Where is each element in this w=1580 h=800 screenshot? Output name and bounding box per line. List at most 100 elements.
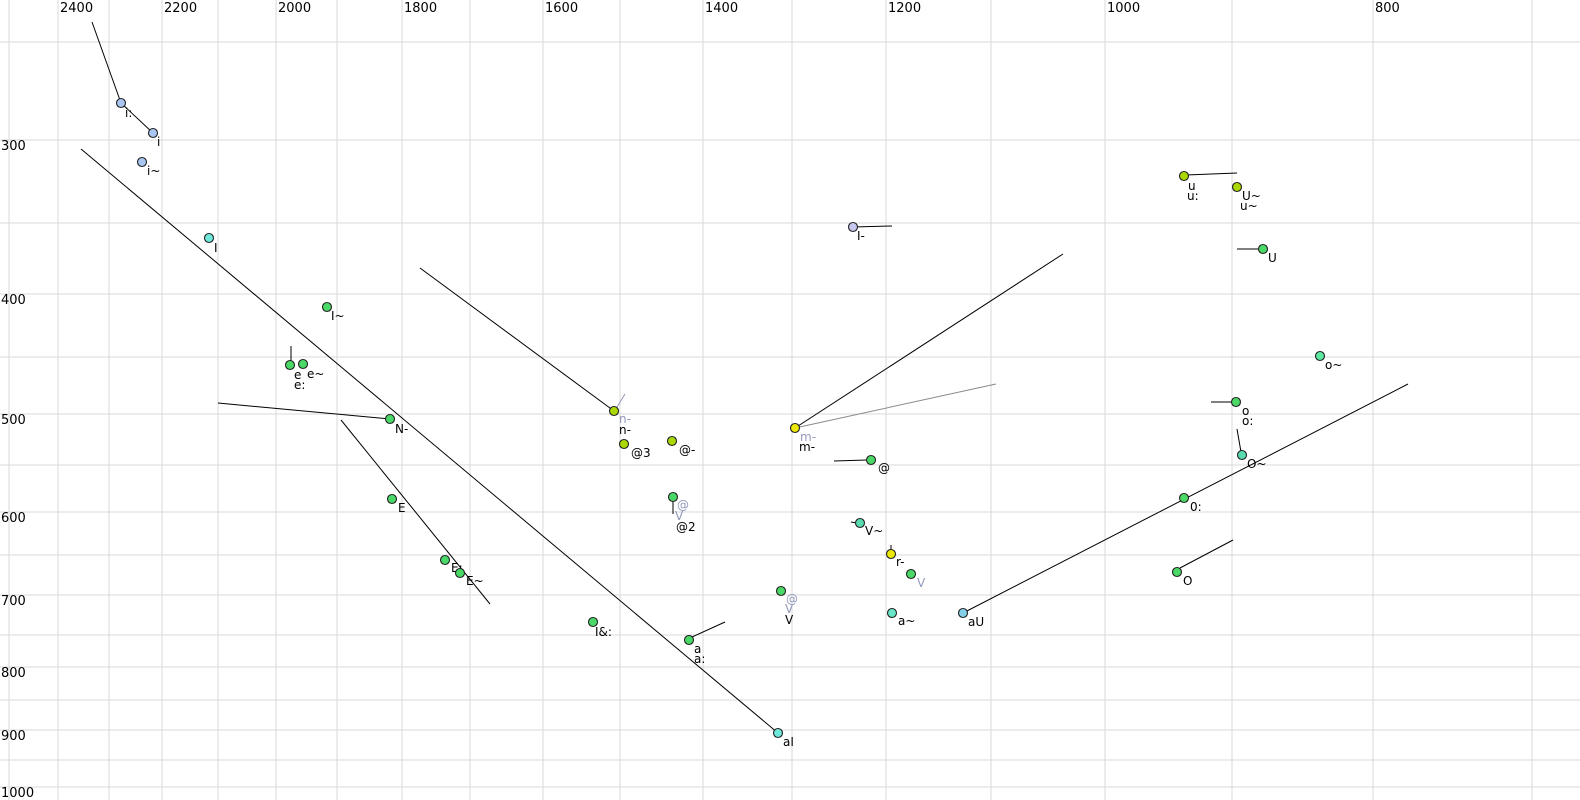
y-axis-tick-label: 300	[1, 139, 26, 154]
point-label-n-: n-	[619, 423, 631, 437]
point-label-V: V	[785, 602, 794, 616]
x-axis-tick-label: 1000	[1107, 1, 1140, 16]
data-point-aI	[772, 727, 784, 739]
point-label-E~: E~	[466, 574, 484, 588]
point-label-a:: a:	[694, 652, 705, 666]
data-point-E	[386, 493, 398, 505]
point-label-U: U	[1268, 251, 1277, 265]
y-axis-tick-label: 1000	[1, 786, 34, 800]
point-label-E:: E:	[451, 561, 463, 575]
data-point-r-	[885, 548, 897, 560]
x-axis-tick-label: 2000	[278, 1, 311, 16]
trajectory-line	[217, 402, 391, 420]
point-label-@-: @-	[679, 443, 695, 457]
point-label-i~: i~	[147, 164, 160, 178]
point-label-u:: u:	[1187, 189, 1199, 203]
data-point-n-	[608, 405, 620, 417]
trajectory-line	[91, 21, 122, 104]
trajectory-line	[691, 621, 726, 638]
point-label-u: u	[1188, 179, 1196, 193]
trajectory-lines-layer	[80, 21, 1409, 734]
point-label-@3: @3	[631, 446, 651, 460]
trajectory-line	[833, 459, 868, 462]
data-point-e:	[284, 359, 296, 371]
y-axis-tick-label: 800	[1, 666, 26, 681]
data-point-E:	[439, 554, 451, 566]
data-point-@	[865, 454, 877, 466]
data-point-I~	[321, 301, 333, 313]
data-point-I&:	[587, 616, 599, 628]
data-point-V	[905, 568, 917, 580]
point-label-aU: aU	[968, 615, 984, 629]
point-label-aI: aI	[783, 735, 794, 749]
y-axis-tick-label: 600	[1, 511, 26, 526]
x-axis-tick-label: 800	[1375, 1, 1400, 16]
trajectory-line	[1179, 539, 1234, 569]
point-label-E: E	[398, 501, 406, 515]
trajectory-line	[120, 102, 154, 134]
data-point-O	[1171, 566, 1183, 578]
y-axis-tick-label: 500	[1, 413, 26, 428]
data-points-layer: i:ii~II~ee:e~N-EE:E~n-n-@3 @-@V@2I&:aa:aI…	[115, 97, 1342, 749]
point-label-o~: o~	[1325, 358, 1342, 372]
trajectory-line	[1236, 428, 1242, 453]
point-label-V: V	[917, 576, 926, 590]
data-point-@2	[667, 491, 679, 503]
trajectory-line	[1185, 172, 1238, 176]
point-label-O~: O~	[1247, 457, 1267, 471]
point-label-a: a	[694, 642, 701, 656]
data-point-@3	[618, 438, 630, 450]
point-label-e:: e:	[294, 378, 305, 392]
point-label-I: I	[214, 241, 218, 255]
point-label-n-: n-	[619, 412, 631, 426]
point-label-I&:: I&:	[595, 625, 612, 639]
data-point-@-	[666, 435, 678, 447]
point-label-e~: e~	[307, 367, 324, 381]
point-label-0:: 0:	[1190, 500, 1202, 514]
y-axis-tick-label: 400	[1, 293, 26, 308]
axis-labels-layer: 2400 2200 2000 1800 1600 1400 1200 1000 800 300 40…	[1, 1, 1400, 800]
y-axis-tick-label: 700	[1, 594, 26, 609]
trajectory-line	[80, 148, 779, 734]
data-point-a~	[886, 607, 898, 619]
data-point-o~	[1314, 350, 1326, 362]
y-axis-tick-label: 900	[1, 729, 26, 744]
point-label-o: o	[1242, 404, 1249, 418]
point-label-i:: i:	[125, 106, 132, 120]
point-label-I~: I~	[331, 309, 345, 323]
trajectory-line	[340, 419, 491, 605]
x-axis-tick-label: 1800	[404, 1, 437, 16]
x-axis-tick-label: 1400	[705, 1, 738, 16]
data-point-V~	[854, 517, 866, 529]
point-label-a~: a~	[898, 614, 915, 628]
data-point-I	[203, 232, 215, 244]
x-axis-tick-label: 2200	[164, 1, 197, 16]
point-label-@: @	[786, 592, 798, 606]
data-point-N-	[384, 413, 396, 425]
point-label-e: e	[294, 368, 301, 382]
data-point-e~	[297, 358, 309, 370]
data-point-a:	[683, 634, 695, 646]
point-label-@: @	[878, 461, 890, 475]
data-point-u:	[1178, 170, 1190, 182]
trajectory-line	[794, 253, 1064, 429]
point-label-@2: @2	[676, 520, 696, 534]
point-label-@: @	[677, 498, 689, 512]
point-label-u~: u~	[1240, 199, 1258, 213]
data-point-E~	[454, 567, 466, 579]
data-point-aU	[957, 607, 969, 619]
point-label-m-: m-	[799, 440, 815, 454]
trajectory-line	[616, 393, 626, 408]
data-point-m-	[789, 422, 801, 434]
x-axis-tick-label: 1600	[545, 1, 578, 16]
trajectory-line	[794, 383, 997, 429]
point-label-V: V	[675, 509, 684, 523]
point-label-m-: m-	[800, 430, 816, 444]
point-label-i: i	[157, 135, 160, 149]
data-point-U~	[1231, 181, 1243, 193]
data-point-0:	[1178, 492, 1190, 504]
point-label-V: V	[785, 613, 794, 627]
